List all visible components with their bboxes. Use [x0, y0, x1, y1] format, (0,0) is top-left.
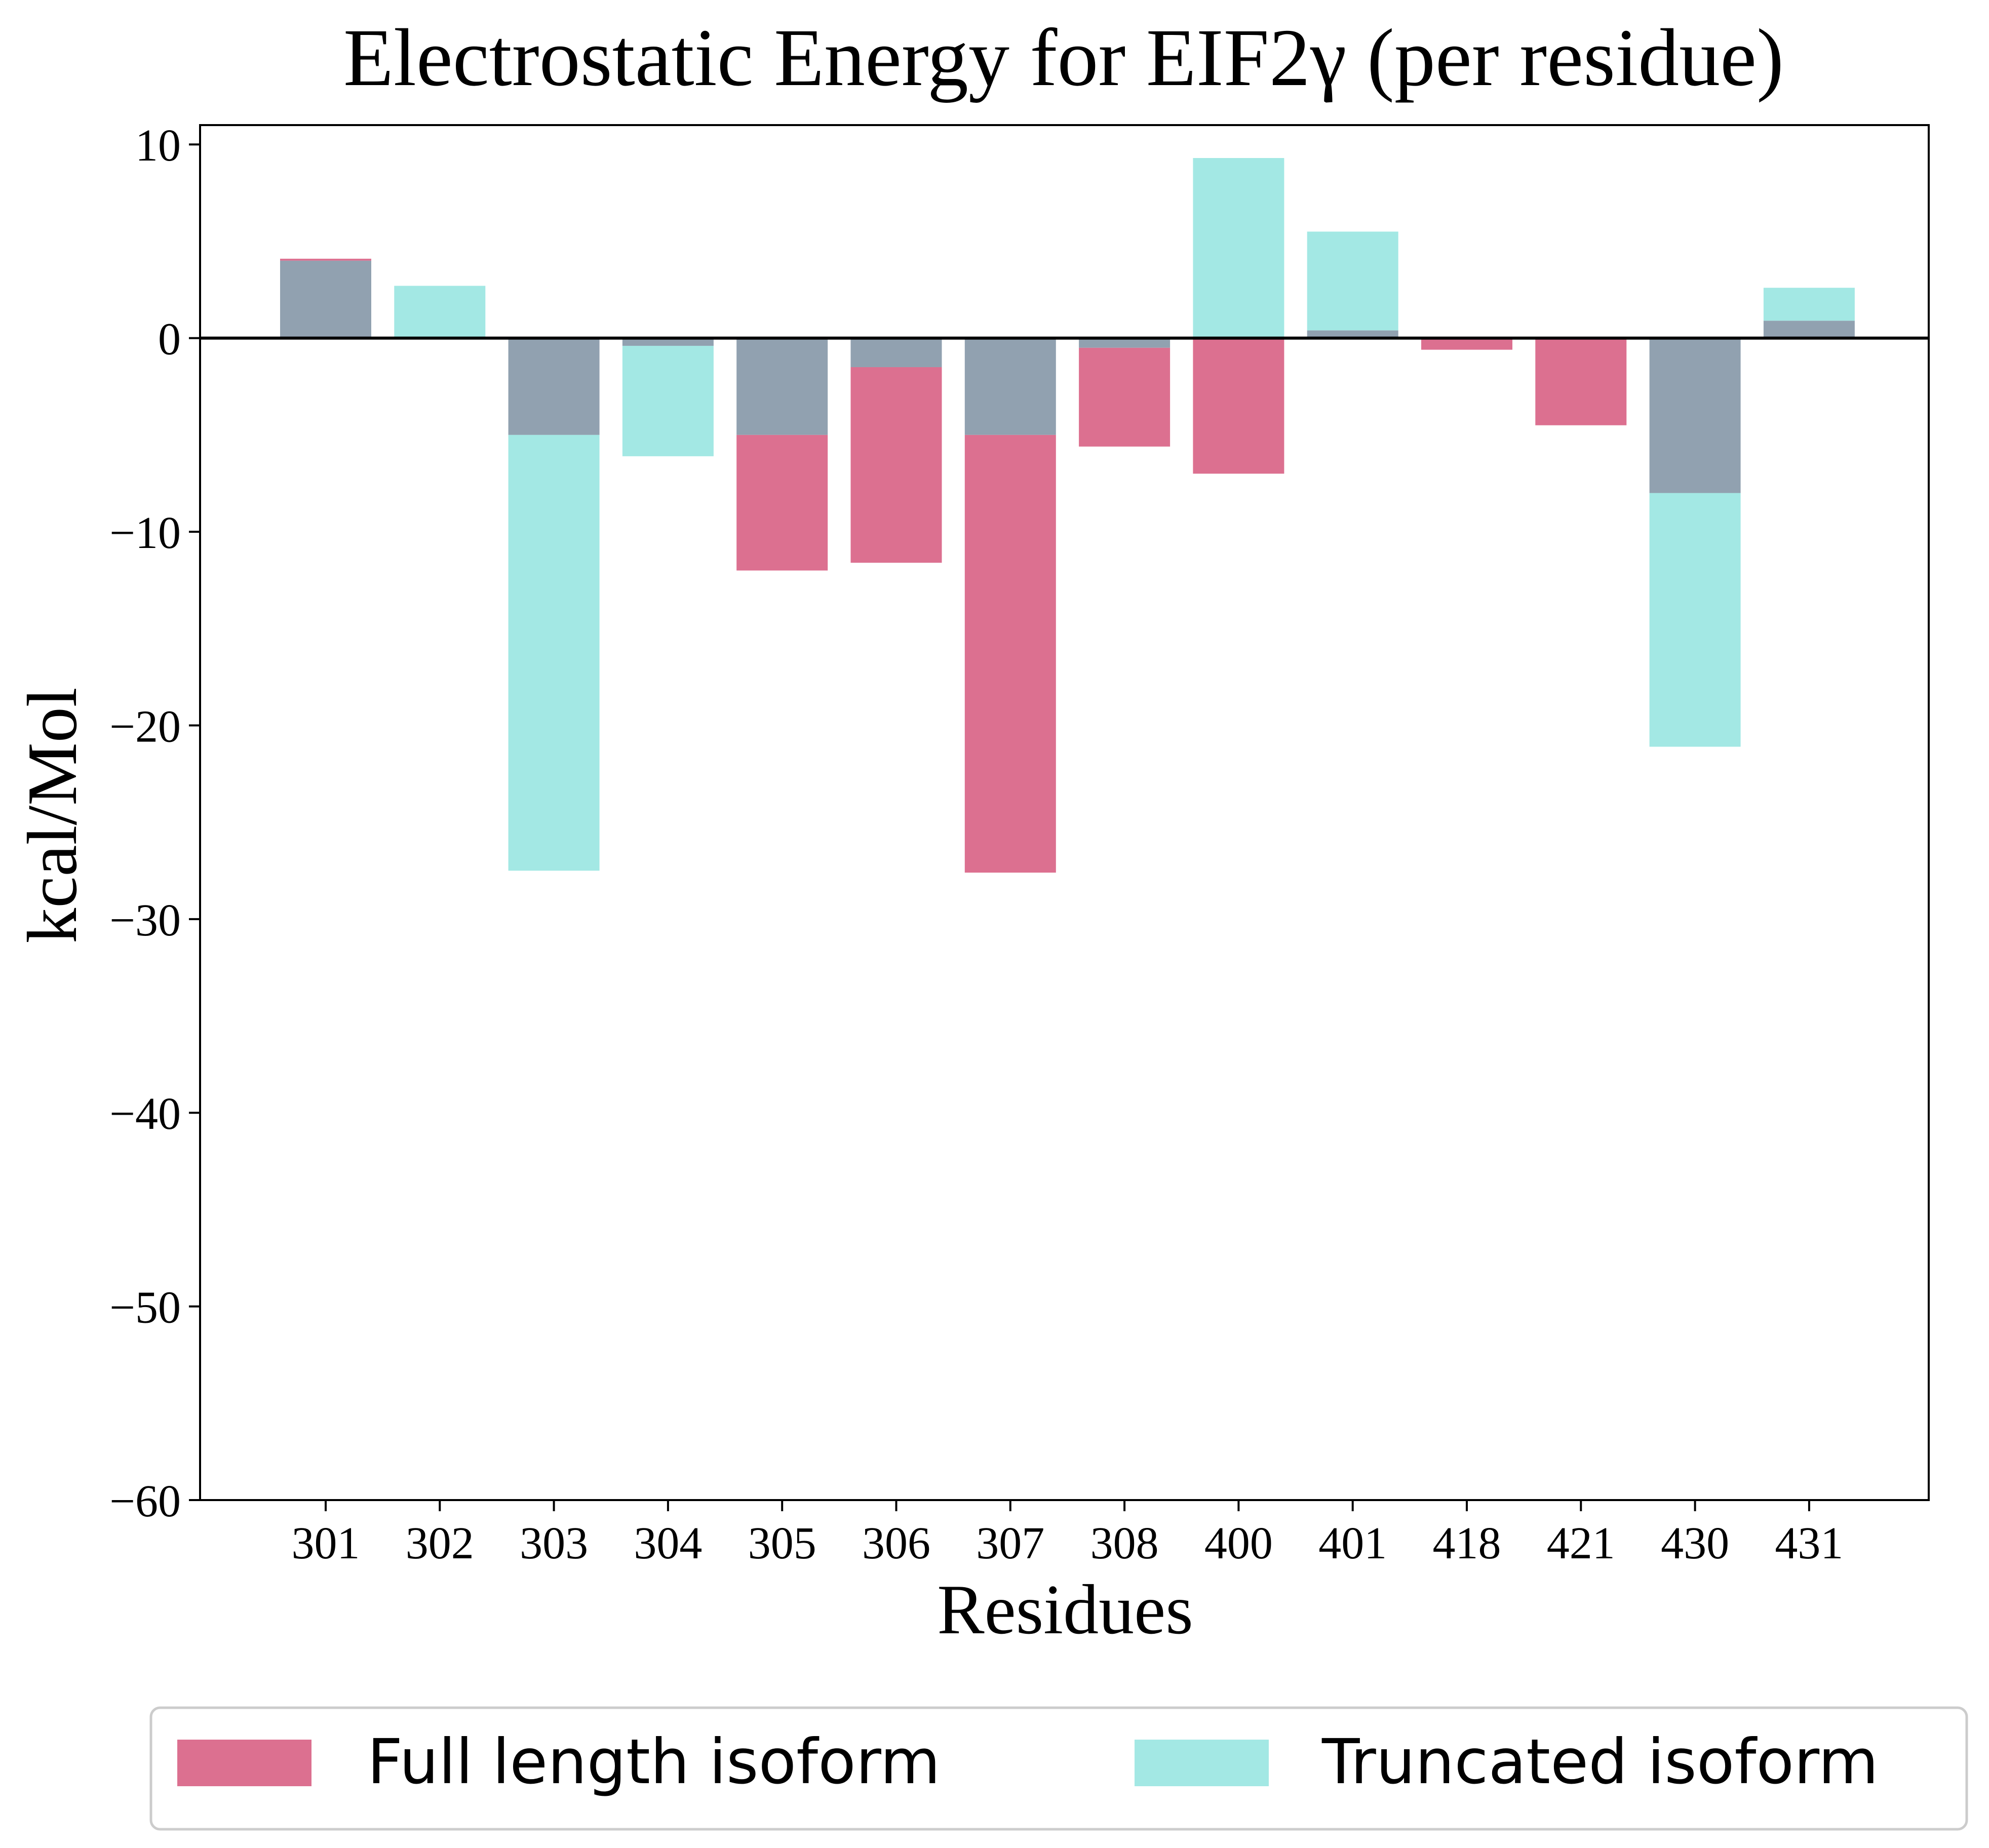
y-axis-label: kcal/Mol — [13, 687, 92, 943]
bar-full-length-421 — [1535, 338, 1627, 425]
bar-overlap-306 — [850, 338, 942, 367]
x-tick-label-307: 307 — [976, 1518, 1044, 1568]
x-tick-label-304: 304 — [634, 1518, 702, 1568]
legend: Full length isoform Truncated isoform — [149, 1706, 1968, 1831]
x-tick-label-301: 301 — [292, 1518, 360, 1568]
bar-group-302 — [394, 286, 486, 338]
bar-group-418 — [1421, 338, 1512, 350]
x-axis-label: Residues — [937, 1570, 1193, 1649]
legend-label-truncated: Truncated isoform — [1321, 1726, 1879, 1798]
x-tick-label-308: 308 — [1090, 1518, 1159, 1568]
bar-group-431 — [1763, 288, 1855, 338]
x-tick-label-421: 421 — [1547, 1518, 1615, 1568]
legend-swatch-full-length — [177, 1740, 311, 1786]
bar-group-305 — [736, 338, 828, 571]
bar-group-421 — [1535, 338, 1627, 425]
x-tick-label-430: 430 — [1661, 1518, 1729, 1568]
axes-layer: 301 302 303 304 305 306 307 308 400 401 418 421 430 4… — [109, 121, 1930, 1568]
bar-overlap-307 — [964, 338, 1056, 435]
y-tick-label-7: −60 — [109, 1476, 181, 1526]
y-tick-label-3: −20 — [109, 701, 181, 752]
bar-full-length-308 — [1079, 347, 1171, 447]
bar-group-430 — [1649, 338, 1741, 747]
bar-group-307 — [964, 338, 1056, 873]
bars-layer — [280, 158, 1855, 873]
bar-group-306 — [850, 338, 942, 563]
bar-group-400 — [1193, 158, 1284, 474]
y-tick-label-4: −30 — [109, 895, 181, 946]
bar-truncated-430 — [1649, 493, 1741, 747]
legend-label-full-length: Full length isoform — [367, 1726, 941, 1798]
y-tick-label-6: −50 — [109, 1283, 181, 1333]
legend-swatch-truncated — [1135, 1740, 1269, 1786]
x-tick-label-303: 303 — [520, 1518, 588, 1568]
x-tick-label-306: 306 — [862, 1518, 930, 1568]
bar-truncated-304 — [622, 345, 714, 456]
bar-full-length-307 — [964, 435, 1056, 873]
x-tick-label-418: 418 — [1433, 1518, 1501, 1568]
chart-title: Electrostatic Energy for EIF2γ (per resi… — [343, 13, 1784, 103]
bar-overlap-303 — [508, 338, 600, 435]
bar-truncated-431 — [1763, 288, 1855, 321]
bar-group-301 — [280, 258, 371, 338]
bar-overlap-431 — [1763, 321, 1855, 338]
y-tick-label-2: −10 — [109, 508, 181, 558]
bar-group-401 — [1307, 231, 1398, 338]
x-tick-label-302: 302 — [406, 1518, 474, 1568]
x-tick-label-431: 431 — [1775, 1518, 1843, 1568]
bar-group-308 — [1079, 338, 1171, 447]
y-tick-label-1: 0 — [158, 314, 181, 365]
bar-overlap-430 — [1649, 338, 1741, 493]
plot-frame — [199, 124, 1930, 1501]
bar-group-304 — [622, 338, 714, 456]
bar-full-length-305 — [736, 435, 828, 571]
bar-overlap-301 — [280, 260, 371, 338]
bar-group-303 — [508, 338, 600, 871]
bar-truncated-401 — [1307, 231, 1398, 331]
legend-frame — [149, 1706, 1968, 1831]
bar-overlap-401 — [1307, 330, 1398, 338]
x-tick-label-400: 400 — [1204, 1518, 1273, 1568]
y-tick-label-5: −40 — [109, 1089, 181, 1139]
bar-overlap-304 — [622, 338, 714, 346]
x-tick-label-401: 401 — [1318, 1518, 1387, 1568]
bar-truncated-400 — [1193, 158, 1284, 338]
bar-full-length-306 — [850, 367, 942, 563]
x-tick-label-305: 305 — [748, 1518, 816, 1568]
bar-truncated-303 — [508, 435, 600, 871]
bar-full-length-418 — [1421, 338, 1512, 350]
y-tick-label-0: 10 — [135, 121, 181, 171]
bar-full-length-400 — [1193, 338, 1284, 474]
bar-overlap-305 — [736, 338, 828, 435]
bar-overlap-308 — [1079, 338, 1171, 348]
bar-full-length-301 — [280, 258, 371, 261]
bar-truncated-302 — [394, 286, 486, 338]
